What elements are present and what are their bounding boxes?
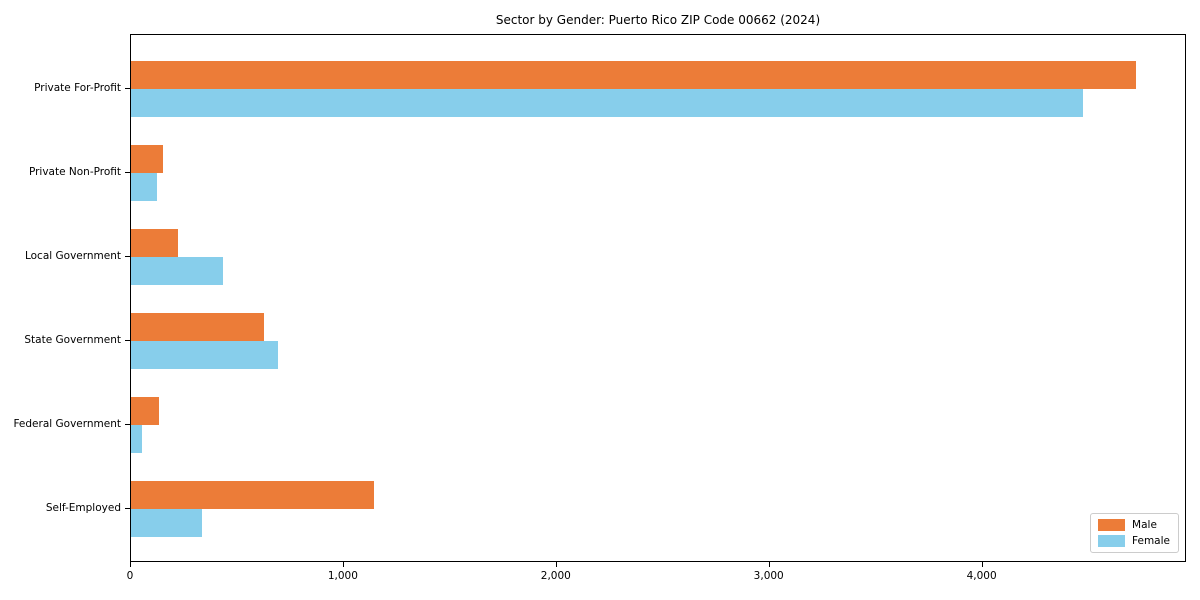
y-tick-mark (125, 424, 130, 425)
y-tick-mark (125, 172, 130, 173)
y-tick-label: State Government (24, 334, 121, 346)
bar-female-4 (131, 425, 143, 453)
bar-male-5 (131, 481, 374, 509)
x-tick-label: 4,000 (966, 570, 997, 582)
y-tick-label: Federal Government (13, 418, 121, 430)
bar-male-2 (131, 229, 179, 257)
bar-male-0 (131, 61, 1136, 89)
x-tick-mark (130, 562, 131, 567)
y-tick-mark (125, 340, 130, 341)
legend-label-female: Female (1132, 535, 1170, 547)
y-tick-label: Private For-Profit (34, 82, 121, 94)
x-tick-label: 2,000 (540, 570, 571, 582)
bar-female-0 (131, 89, 1083, 117)
y-tick-label: Self-Employed (45, 502, 121, 514)
x-tick-label: 3,000 (753, 570, 784, 582)
legend-swatch-male-icon (1098, 519, 1126, 531)
legend: Male Female (1090, 513, 1179, 553)
bar-male-1 (131, 145, 163, 173)
x-tick-mark (342, 562, 344, 567)
bar-female-3 (131, 341, 278, 369)
chart-title: Sector by Gender: Puerto Rico ZIP Code 0… (495, 13, 821, 27)
x-tick-mark (555, 562, 557, 567)
bar-female-1 (131, 173, 157, 201)
plot-area: Male Female (130, 34, 1186, 562)
x-tick-label: 1,000 (327, 570, 358, 582)
bar-female-5 (131, 509, 203, 537)
legend-item-male: Male (1098, 519, 1170, 531)
legend-swatch-female-icon (1098, 535, 1126, 547)
y-tick-mark (125, 508, 130, 509)
bar-male-3 (131, 313, 265, 341)
x-tick-mark (981, 562, 983, 567)
y-tick-mark (125, 88, 130, 89)
bar-female-2 (131, 257, 224, 285)
y-tick-label: Local Government (24, 250, 121, 262)
bar-male-4 (131, 397, 159, 425)
x-tick-mark (768, 562, 770, 567)
legend-label-male: Male (1132, 519, 1157, 531)
y-tick-label: Private Non-Profit (28, 166, 121, 178)
legend-item-female: Female (1098, 535, 1170, 547)
x-tick-label: 0 (126, 570, 134, 582)
y-tick-mark (125, 256, 130, 257)
